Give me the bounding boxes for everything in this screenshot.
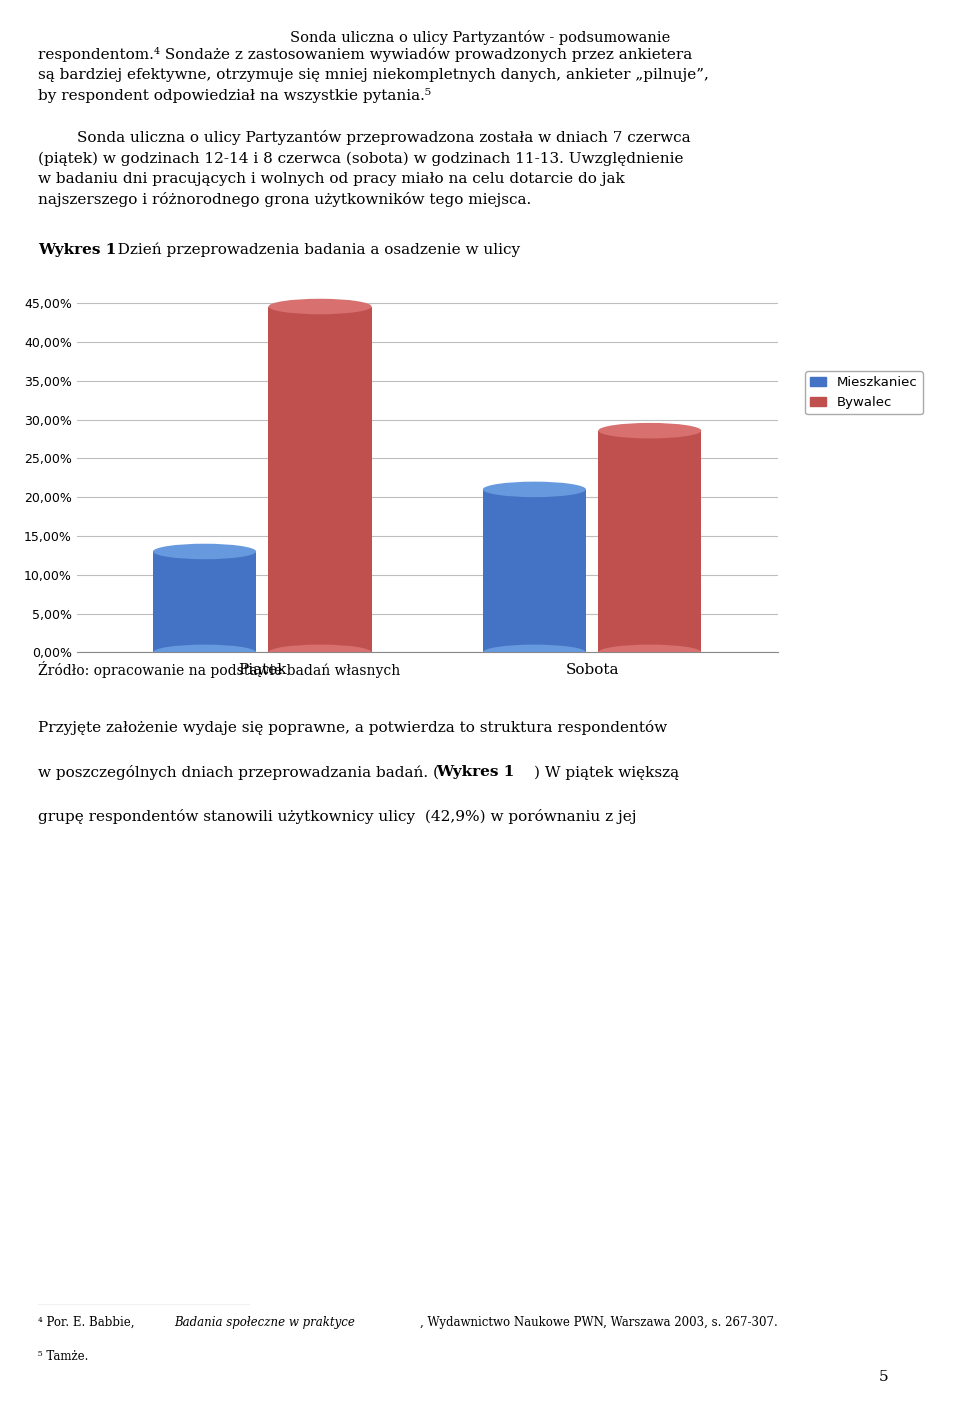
Text: . Dzień przeprowadzenia badania a osadzenie w ulicy: . Dzień przeprowadzenia badania a osadze… [108,243,520,257]
Ellipse shape [269,299,372,315]
Bar [269,306,372,652]
Text: 5: 5 [878,1370,888,1384]
Ellipse shape [483,645,586,659]
Text: Wykres 1: Wykres 1 [38,243,117,257]
Bar [153,552,256,652]
Ellipse shape [153,645,256,659]
Text: Sonda uliczna o ulicy Partyzantów przeprowadzona została w dniach 7 czerwca
(pią: Sonda uliczna o ulicy Partyzantów przepr… [38,130,691,208]
Ellipse shape [153,544,256,559]
Legend: Mieszkaniec, Bywalec: Mieszkaniec, Bywalec [805,371,923,414]
Text: ⁴ Por. E. Babbie,: ⁴ Por. E. Babbie, [38,1316,138,1329]
Bar [598,431,702,652]
Text: Wykres 1: Wykres 1 [436,765,515,779]
Text: ⁵ Tamże.: ⁵ Tamże. [38,1350,88,1363]
Ellipse shape [483,481,586,497]
Text: Badania społeczne w praktyce: Badania społeczne w praktyce [174,1316,354,1329]
Text: ) W piątek większą: ) W piątek większą [534,765,679,779]
Ellipse shape [598,645,702,659]
Text: Sonda uliczna o ulicy Partyzantów - podsumowanie: Sonda uliczna o ulicy Partyzantów - pods… [290,30,670,45]
Text: grupę respondentów stanowili użytkownicy ulicy  (42,9%) w porównaniu z jej: grupę respondentów stanowili użytkownicy… [38,809,636,825]
Ellipse shape [598,424,702,438]
Text: Źródło: opracowanie na podstawie badań własnych: Źródło: opracowanie na podstawie badań w… [38,661,400,678]
Text: respondentom.⁴ Sondaże z zastosowaniem wywiadów prowadzonych przez ankietera
są : respondentom.⁴ Sondaże z zastosowaniem w… [38,47,709,103]
Text: , Wydawnictwo Naukowe PWN, Warszawa 2003, s. 267-307.: , Wydawnictwo Naukowe PWN, Warszawa 2003… [420,1316,779,1329]
Ellipse shape [269,645,372,659]
Bar [483,490,586,652]
Text: Przyjęte założenie wydaje się poprawne, a potwierdza to struktura respondentów: Przyjęte założenie wydaje się poprawne, … [38,720,667,736]
Text: w poszczególnych dniach przeprowadzania badań. (: w poszczególnych dniach przeprowadzania … [38,765,440,781]
